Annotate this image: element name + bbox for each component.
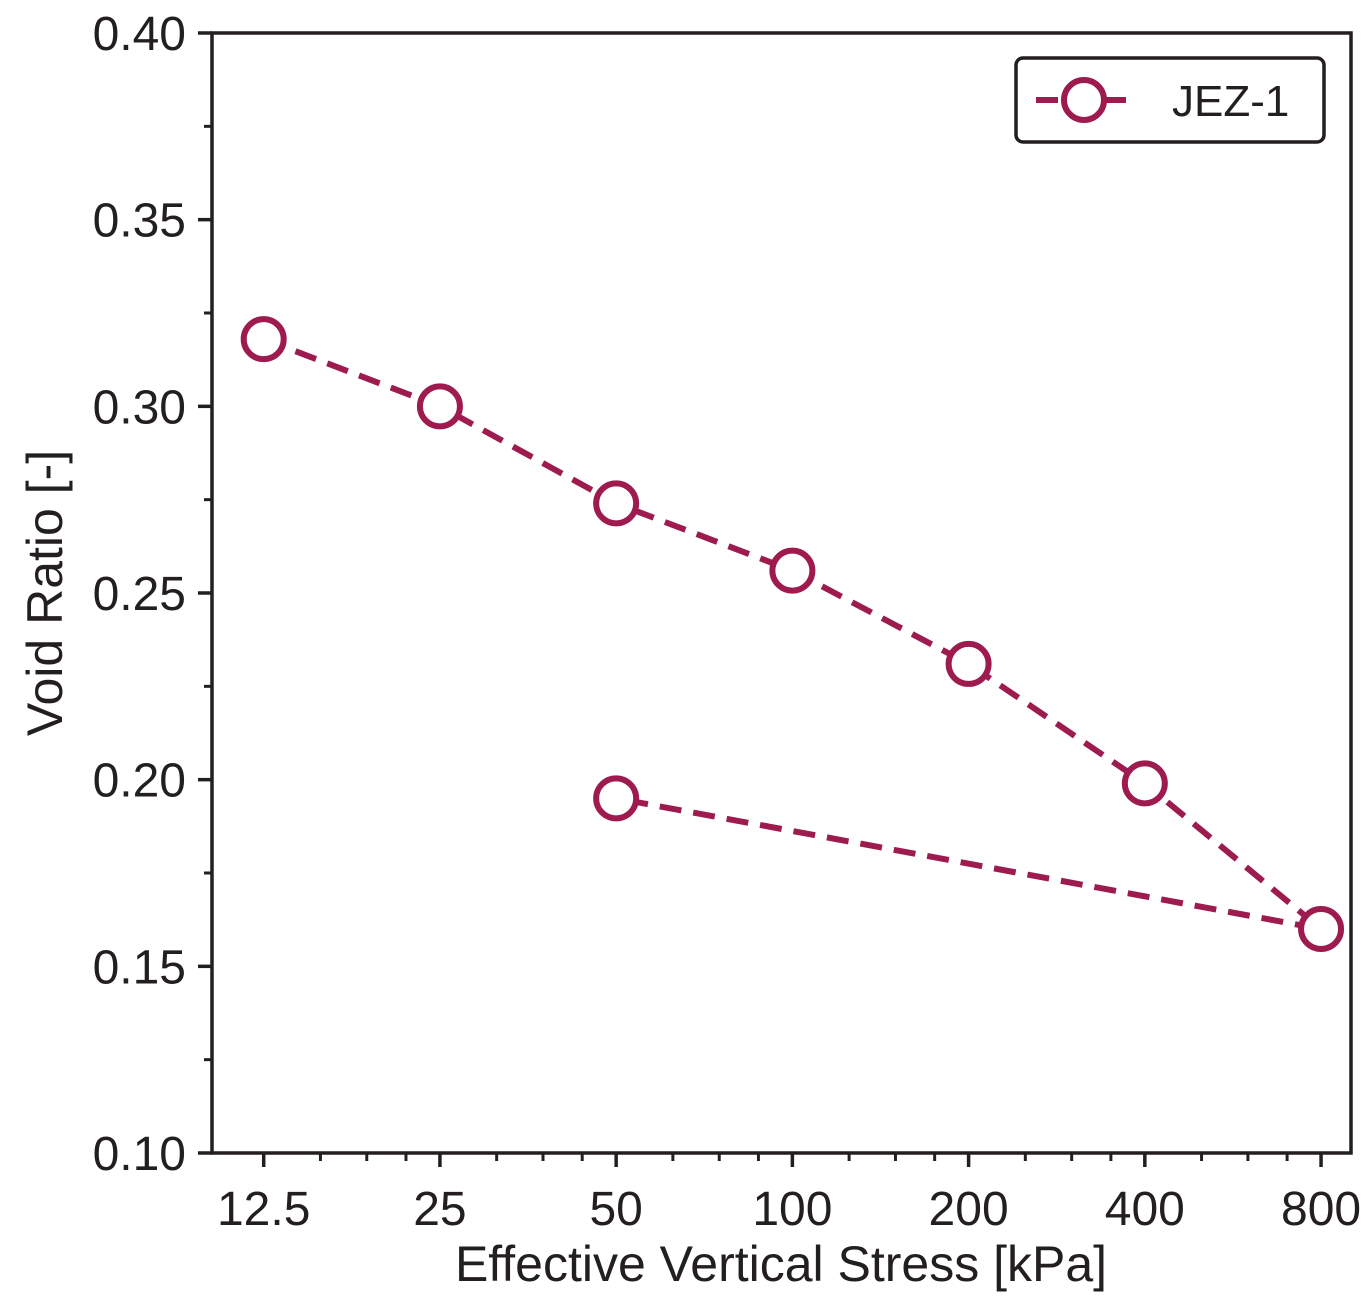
data-point bbox=[1298, 906, 1345, 952]
x-tick-label: 12.5 bbox=[217, 1183, 310, 1236]
series-layer bbox=[240, 316, 1345, 952]
x-tick-label: 400 bbox=[1105, 1183, 1185, 1236]
data-point bbox=[593, 480, 640, 527]
data-point bbox=[945, 640, 992, 687]
y-tick-label: 0.15 bbox=[93, 941, 186, 994]
y-tick-label: 0.35 bbox=[93, 195, 186, 248]
y-tick-label: 0.20 bbox=[93, 755, 186, 808]
data-point bbox=[1121, 760, 1168, 807]
data-point bbox=[416, 383, 463, 430]
series-line-jez-1 bbox=[262, 336, 1325, 932]
y-axis-label: Void Ratio [-] bbox=[17, 450, 73, 736]
y-tick-label: 0.40 bbox=[93, 8, 186, 61]
x-tick-label: 50 bbox=[589, 1183, 642, 1236]
legend-entry-jez-1: JEZ-1 bbox=[1172, 77, 1289, 126]
y-tick-label: 0.30 bbox=[93, 381, 186, 434]
y-tick-label: 0.10 bbox=[93, 1128, 186, 1181]
legend-marker-icon bbox=[1061, 77, 1107, 123]
x-tick-label: 800 bbox=[1281, 1183, 1361, 1236]
ticks-layer: 0.10 0.15 0.20 0.25 0.30 0.35 0.40 12.5 25 50 100 2… bbox=[93, 8, 1362, 1236]
x-tick-label: 200 bbox=[929, 1183, 1009, 1236]
x-axis-label: Effective Vertical Stress [kPa] bbox=[455, 1236, 1107, 1292]
data-point bbox=[593, 775, 640, 822]
x-tick-label: 100 bbox=[752, 1183, 832, 1236]
legend: JEZ-1 bbox=[1014, 56, 1326, 144]
plot-frame bbox=[210, 31, 1353, 1155]
x-tick-label: 25 bbox=[413, 1183, 466, 1236]
data-point bbox=[769, 547, 816, 594]
data-point bbox=[240, 316, 287, 363]
y-tick-label: 0.25 bbox=[93, 568, 186, 621]
